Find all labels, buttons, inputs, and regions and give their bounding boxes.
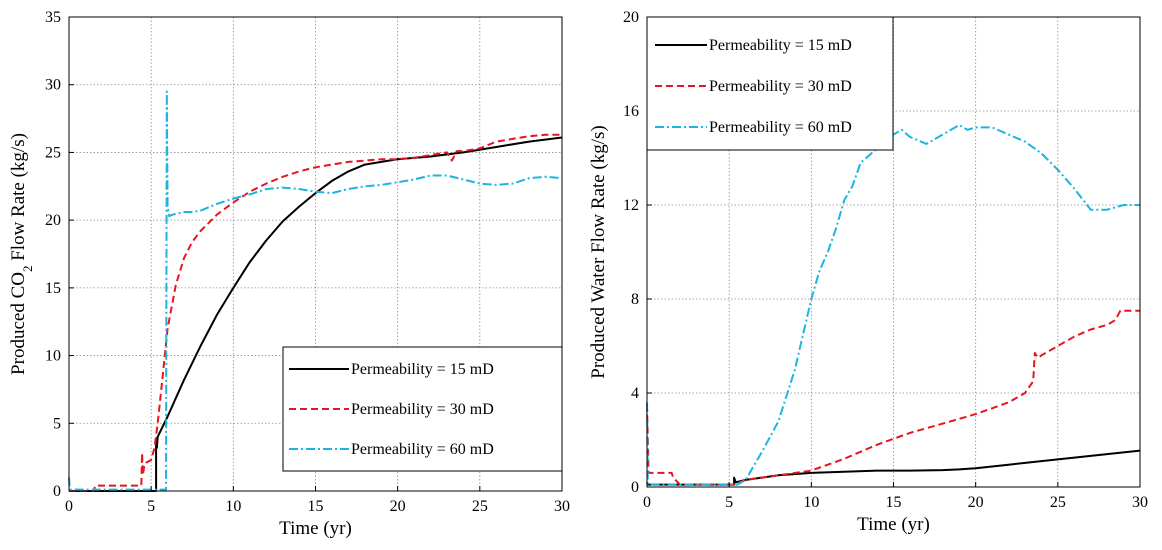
y-tick-label: 5 bbox=[53, 415, 61, 432]
legend-label-3: Permeability = 60 mD bbox=[351, 441, 494, 458]
x-tick-label: 25 bbox=[472, 498, 488, 515]
legend-label-2: Permeability = 30 mD bbox=[351, 401, 494, 418]
series-line-1 bbox=[69, 136, 563, 492]
x-axis-label: Time (yr) bbox=[279, 518, 352, 539]
x-tick-label: 5 bbox=[725, 494, 733, 511]
series-line-3 bbox=[68, 90, 563, 491]
legend-label-2: Permeability = 30 mD bbox=[709, 78, 852, 95]
y-tick-label: 20 bbox=[45, 212, 61, 229]
y-tick-label: 20 bbox=[623, 9, 639, 26]
x-tick-label: 20 bbox=[968, 494, 984, 511]
x-tick-label: 30 bbox=[1132, 494, 1148, 511]
x-tick-label: 0 bbox=[643, 494, 651, 511]
x-tick-label: 30 bbox=[554, 498, 570, 515]
y-axis-label: Produced CO2 Flow Rate (kg/s) bbox=[8, 133, 35, 375]
series-line-3 bbox=[646, 124, 1140, 486]
series-line-1 bbox=[646, 449, 1141, 486]
y-axis-label-subscript: 2 bbox=[20, 266, 35, 273]
co2-flow-chart: 0 5 10 15 20 25 30 0 5 10 15 20 25 30 35 Time (yr) Produ… bbox=[8, 9, 570, 539]
x-tick-label: 15 bbox=[308, 498, 324, 515]
y-axis-label-part: Flow Rate (kg/s) bbox=[8, 133, 29, 265]
y-tick-label: 0 bbox=[631, 479, 639, 496]
x-tick-label: 5 bbox=[147, 498, 155, 515]
x-axis-label: Time (yr) bbox=[857, 514, 930, 535]
y-axis-label: Produced Water Flow Rate (kg/s) bbox=[588, 125, 609, 379]
legend-label-3: Permeability = 60 mD bbox=[709, 119, 852, 136]
y-tick-label: 12 bbox=[623, 197, 639, 214]
y-tick-label: 0 bbox=[53, 483, 61, 500]
series-line-2 bbox=[646, 309, 1140, 486]
x-tick-label: 20 bbox=[390, 498, 406, 515]
y-axis-label-part: Produced Water Flow Rate (kg/s) bbox=[588, 125, 609, 379]
y-axis-label-part: Produced CO bbox=[8, 272, 29, 375]
y-tick-label: 15 bbox=[45, 280, 61, 297]
series-line-2 bbox=[69, 133, 562, 492]
legend-box bbox=[646, 16, 894, 151]
x-tick-label: 25 bbox=[1050, 494, 1066, 511]
x-tick-label: 0 bbox=[65, 498, 73, 515]
x-tick-label: 10 bbox=[225, 498, 241, 515]
y-tick-label: 35 bbox=[45, 9, 61, 26]
y-tick-label: 30 bbox=[45, 77, 61, 94]
legend-label-1: Permeability = 15 mD bbox=[351, 361, 494, 378]
y-tick-label: 8 bbox=[631, 291, 639, 308]
water-flow-chart: 0 5 10 15 20 25 30 0 4 8 12 16 20 Time (yr) Produced W… bbox=[588, 9, 1148, 535]
legend-box bbox=[282, 346, 563, 472]
x-tick-label: 10 bbox=[803, 494, 819, 511]
legend-label-1: Permeability = 15 mD bbox=[709, 37, 852, 54]
y-tick-label: 16 bbox=[623, 103, 639, 120]
y-tick-label: 4 bbox=[631, 385, 639, 402]
x-tick-label: 15 bbox=[886, 494, 902, 511]
y-tick-label: 25 bbox=[45, 144, 61, 161]
y-tick-label: 10 bbox=[45, 348, 61, 365]
